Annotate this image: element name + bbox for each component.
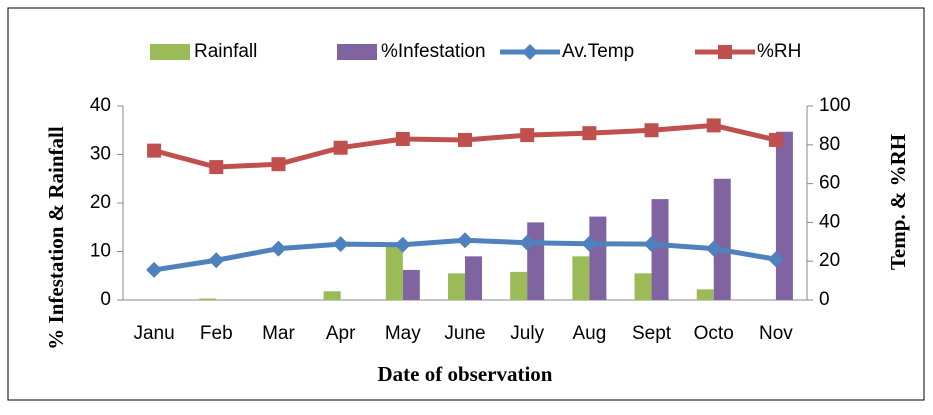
x-tick-label: Apr [326,323,356,344]
y-tick-label: 10 [90,241,111,262]
bar [199,298,217,300]
legend-label: Rainfall [194,41,257,62]
marker [643,236,660,253]
x-tick-label: Aug [572,323,606,344]
y2-tick-label: 80 [819,134,840,155]
marker [644,123,659,138]
y-tick-label: 40 [90,95,111,116]
y2-tick-label: 40 [819,211,840,232]
bar [713,178,731,300]
marker [270,240,287,257]
legend-marker [522,44,538,60]
legend-marker [718,45,732,59]
bar [634,273,652,300]
x-tick-label: Sept [632,323,672,344]
bar [589,216,607,300]
chart-frame [7,7,925,401]
legend-swatch [337,44,377,60]
x-tick-label: Feb [200,323,233,344]
marker [208,252,225,269]
y2-tick-label: 20 [819,250,840,271]
bar [527,222,545,300]
y-axis-label: % Infestation & Rainfall [44,126,68,350]
bar [510,271,528,300]
marker [458,132,472,147]
marker [332,236,349,253]
y2-tick-label: 0 [819,289,830,310]
x-tick-label: Janu [133,323,174,344]
marker [333,140,348,155]
bar [385,245,403,300]
marker [146,261,163,278]
marker [706,118,721,133]
marker [395,131,410,146]
y2-tick-label: 100 [819,95,851,116]
legend-label: %Infestation [381,41,486,62]
y2-axis-label: Temp. & %RH [886,134,910,270]
bar [448,273,465,300]
legend-label: Av.Temp [562,41,634,62]
y2-tick-label: 60 [819,173,840,194]
legend-swatch [150,44,190,60]
y-tick-label: 20 [90,192,111,213]
marker [271,157,286,172]
x-tick-label: May [385,323,421,344]
bar [402,269,420,300]
y-tick-label: 0 [100,289,111,310]
x-tick-label: June [444,323,485,344]
bar [465,256,482,300]
bar [572,256,590,300]
marker [394,236,411,253]
y-tick-label: 30 [90,144,111,165]
marker [768,132,783,147]
marker [582,126,597,141]
bar [651,199,669,300]
x-tick-label: Octo [694,323,734,344]
marker [209,160,224,175]
marker [519,234,536,251]
x-tick-label: Nov [759,323,793,344]
x-axis-label: Date of observation [378,362,553,386]
marker [520,128,535,143]
marker [705,240,722,257]
x-tick-label: July [510,323,544,344]
x-tick-label: Mar [262,323,295,344]
marker [581,235,598,252]
legend-label: %RH [757,41,801,62]
bar [323,291,341,300]
bar [775,131,793,300]
marker [147,143,162,158]
bar [696,289,714,300]
marker [457,232,473,249]
marker [767,251,784,268]
